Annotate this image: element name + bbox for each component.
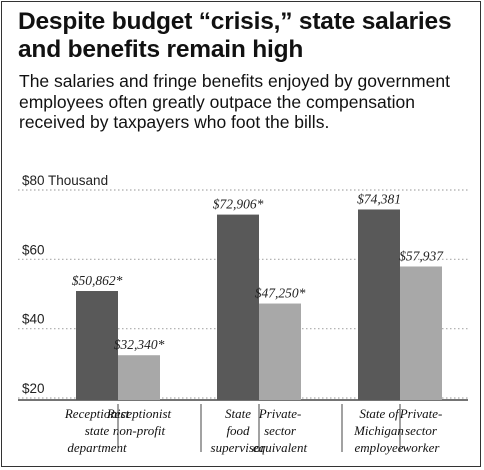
data-label: $47,250* <box>255 286 306 301</box>
bar <box>76 291 118 400</box>
y-tick-label: $20 <box>22 381 45 396</box>
y-tick-label: $80 Thousand <box>22 173 108 188</box>
chart-title: Despite budget “crisis,” state salaries … <box>18 8 452 63</box>
category-label: State of Michigan employee <box>353 406 404 455</box>
category-label: Private-sector worker <box>399 406 443 455</box>
data-label: $32,340* <box>114 337 165 352</box>
y-tick-label: $40 <box>22 312 45 327</box>
bar <box>118 355 160 400</box>
bar <box>217 214 259 400</box>
chart-subtitle: The salaries and fringe benefits enjoyed… <box>19 71 450 132</box>
bar <box>400 266 442 400</box>
data-label: $50,862* <box>72 273 123 288</box>
bar <box>358 209 400 400</box>
y-tick-label: $60 <box>22 242 45 257</box>
bar <box>259 303 301 400</box>
data-label: $74,381 <box>357 191 401 206</box>
category-label: Private-sector equivalent <box>253 406 308 455</box>
data-label: $72,906* <box>213 197 264 212</box>
category-label: Receptionist non-profit <box>106 406 172 438</box>
category-label: Receptionist state department <box>64 406 130 455</box>
category-label: State food supervisor <box>211 406 267 455</box>
data-label: $57,937 <box>399 248 444 263</box>
